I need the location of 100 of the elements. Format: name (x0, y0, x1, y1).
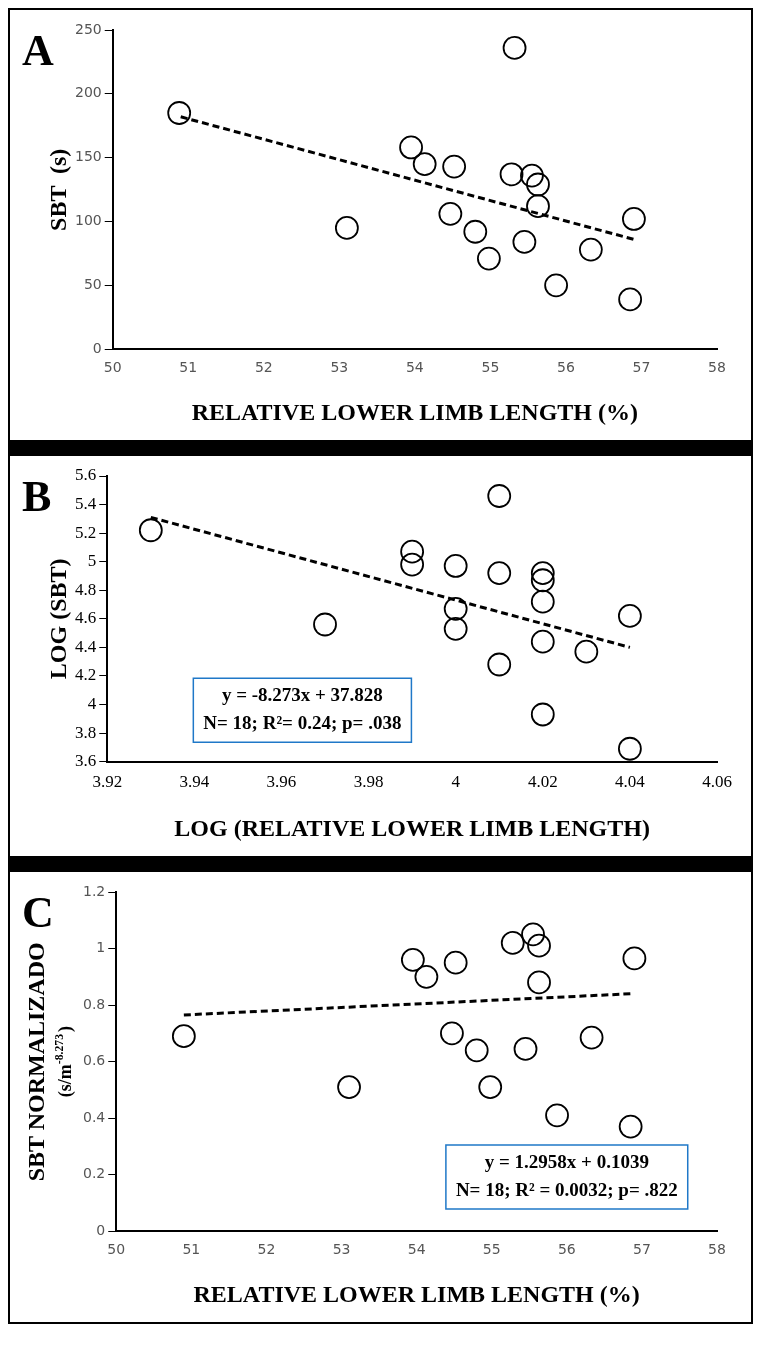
y-tick-label: 1 (96, 939, 106, 956)
x-tick-label: 57 (632, 359, 651, 376)
y-tick-label: 3.8 (75, 722, 97, 742)
point (579, 1025, 604, 1050)
y-tick-label: 0.4 (83, 1108, 106, 1125)
x-tick-label: 54 (407, 1241, 426, 1258)
y-axis-title: SBT (s) (45, 148, 72, 231)
point (530, 561, 555, 585)
point (502, 35, 527, 60)
point (440, 1021, 464, 1046)
point (617, 604, 642, 628)
point (526, 194, 550, 219)
y-tick-label: 200 (74, 84, 102, 101)
y-tick-label: 0 (96, 1221, 106, 1238)
point (171, 1024, 196, 1049)
point (618, 287, 643, 312)
y-tick-label: 150 (74, 148, 102, 165)
point (167, 101, 192, 125)
x-tick-label: 3.92 (92, 772, 123, 792)
point (443, 616, 468, 641)
point (334, 216, 359, 240)
y-tick-label: 0.8 (83, 995, 106, 1012)
x-tick-label: 53 (332, 1241, 351, 1258)
point (400, 947, 425, 972)
point (412, 152, 437, 176)
x-tick-label: 51 (182, 1241, 201, 1258)
point (545, 1103, 569, 1128)
y-tick-label: 5.4 (75, 494, 97, 514)
point (526, 172, 550, 197)
point (530, 702, 555, 727)
x-tick-label: 50 (107, 1241, 126, 1258)
x-tick-label: 56 (557, 1241, 576, 1258)
point (414, 964, 439, 989)
y-tick-label: 4.4 (75, 636, 97, 656)
x-tick-label: 4.04 (615, 772, 646, 792)
point (513, 1036, 538, 1061)
point (499, 162, 524, 187)
point (138, 518, 163, 543)
point (530, 589, 555, 614)
point (463, 219, 488, 244)
point (313, 612, 337, 637)
x-tick-label: 4.02 (527, 772, 558, 792)
x-tick-label: 52 (254, 359, 273, 376)
x-tick-label: 54 (405, 359, 424, 376)
chart-title: A (22, 26, 54, 76)
y-tick-label: 250 (74, 20, 102, 37)
point (622, 207, 646, 231)
x-axis-title: RELATIVE LOWER LIMB LENGTH (%) (193, 1281, 640, 1308)
point (617, 736, 642, 761)
point (527, 970, 551, 995)
point (530, 568, 555, 593)
point (618, 1114, 643, 1139)
x-tick-label: 58 (708, 359, 726, 376)
y-tick-label: 100 (74, 212, 102, 229)
x-tick-label: 52 (257, 1241, 276, 1258)
x-tick-label: 55 (482, 1241, 501, 1258)
point (527, 933, 551, 958)
point (487, 484, 512, 508)
point (544, 273, 569, 298)
point (530, 629, 555, 654)
y-axis-title: LOG (SBT) (45, 558, 72, 680)
chart-title: B (22, 472, 52, 522)
x-tick-label: 53 (330, 359, 349, 376)
y-tick-label: 4 (87, 693, 97, 713)
x-tick-label: 57 (632, 1241, 651, 1258)
x-tick-label: 4.06 (702, 772, 732, 792)
annotation: y = 1.2958x + 0.1039 N= 18; R² = 0.0032; p= .822 (455, 1150, 678, 1200)
point (400, 539, 425, 564)
point (476, 246, 501, 271)
y-tick-label: 5.2 (75, 522, 97, 542)
point (622, 946, 647, 971)
chart-title: C (22, 888, 54, 938)
point (487, 652, 512, 677)
point (337, 1075, 361, 1099)
x-tick-label: 56 (557, 359, 575, 376)
point (512, 230, 537, 254)
y-tick-label: 0.2 (83, 1165, 106, 1182)
y-tick-label: 1.2 (83, 882, 106, 899)
x-tick-label: 3.96 (266, 772, 297, 792)
point (520, 163, 544, 188)
point (438, 201, 463, 226)
point (442, 154, 467, 179)
x-axis-title: RELATIVE LOWER LIMB LENGTH (%) (191, 399, 639, 426)
x-axis-title: LOG (RELATIVE LOWER LIMB LENGTH) (174, 815, 650, 842)
point (521, 922, 545, 947)
y-tick-label: 0.6 (83, 1052, 106, 1069)
x-tick-label: 55 (481, 359, 500, 376)
y-tick-label: 4.2 (75, 665, 97, 685)
point (478, 1075, 503, 1099)
point (400, 552, 425, 577)
x-tick-label: 4 (451, 772, 461, 792)
y-tick-label: 3.6 (75, 751, 97, 771)
y-tick-label: 5 (87, 551, 97, 571)
point (500, 930, 525, 955)
point (443, 950, 468, 975)
point (399, 135, 423, 160)
point (443, 554, 468, 578)
y-tick-label: 0 (92, 339, 102, 356)
x-tick-label: 51 (179, 359, 198, 376)
x-tick-label: 58 (708, 1241, 726, 1258)
